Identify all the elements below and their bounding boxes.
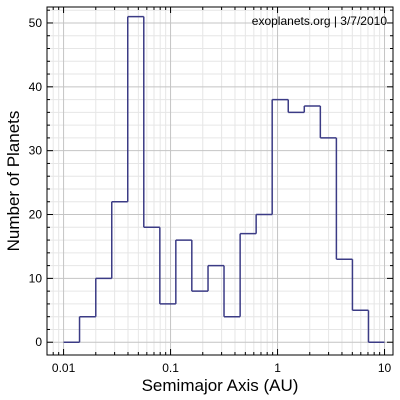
histogram-series — [63, 15, 385, 343]
x-tick-label: 0.1 — [162, 361, 179, 375]
x-tick-label: 10 — [378, 361, 392, 375]
plot-frame — [46, 6, 394, 356]
x-tick-label: 0.01 — [52, 361, 76, 375]
x-tick-label: 1 — [274, 361, 281, 375]
y-tick-label: 20 — [29, 208, 43, 222]
y-tick-label: 40 — [29, 80, 43, 94]
axis-ticks — [46, 7, 393, 356]
source-annotation: exoplanets.org | 3/7/2010 — [252, 14, 388, 28]
y-axis-title: Number of Planets — [4, 111, 23, 252]
y-tick-label: 50 — [29, 16, 43, 30]
y-tick-label: 30 — [29, 144, 43, 158]
x-axis-title: Semimajor Axis (AU) — [142, 376, 299, 395]
y-tick-label: 0 — [35, 335, 42, 349]
major-gridlines — [47, 7, 393, 355]
y-tick-label: 10 — [29, 271, 43, 285]
tick-labels: 0.01 0.1 1 10 0 10 20 30 40 50 — [29, 16, 392, 375]
